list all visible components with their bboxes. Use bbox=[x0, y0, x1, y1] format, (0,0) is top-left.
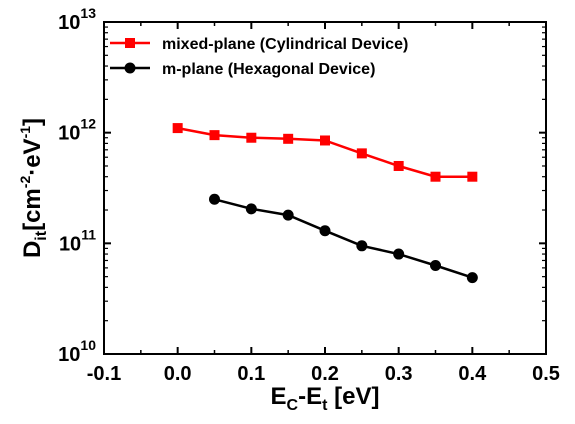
x-axis-title: EC-Et [eV] bbox=[271, 383, 380, 414]
x-tick-label: 0.4 bbox=[458, 363, 487, 385]
y-tick-label: 1012 bbox=[58, 116, 96, 145]
data-point bbox=[282, 209, 294, 221]
series-1 bbox=[172, 123, 478, 182]
legend-item-2: m-plane (Hexagonal Device) bbox=[110, 61, 375, 78]
x-axis-title-mid: -E bbox=[298, 383, 322, 410]
series-line bbox=[214, 198, 473, 279]
y-tick-label: 1011 bbox=[59, 226, 96, 255]
data-point bbox=[209, 130, 220, 141]
x-tick-label: 0.2 bbox=[311, 363, 339, 385]
legend-marker bbox=[125, 38, 135, 48]
y-axis-title-sub: it bbox=[33, 230, 50, 240]
legend-label: mixed-plane (Cylindrical Device) bbox=[162, 36, 408, 53]
tick-labels: -0.1 0.0 0.1 0.2 0.3 0.4 0.5 1010 1011 1012 1013 bbox=[58, 5, 560, 385]
x-axis-title-main: E bbox=[271, 383, 287, 410]
legend: mixed-plane (Cylindrical Device) m-plane … bbox=[110, 36, 408, 78]
legend-marker bbox=[124, 62, 136, 74]
legend-item-1: mixed-plane (Cylindrical Device) bbox=[110, 36, 408, 53]
x-tick-label: -0.1 bbox=[87, 363, 121, 385]
y-axis-title-dot: ·eV bbox=[19, 138, 46, 175]
data-point bbox=[430, 171, 441, 182]
series-2 bbox=[209, 193, 478, 284]
x-axis-title-sub1: C bbox=[287, 397, 299, 414]
data-point bbox=[320, 135, 330, 146]
data-point bbox=[245, 203, 257, 215]
data-point bbox=[319, 225, 331, 237]
data-point bbox=[356, 148, 367, 159]
data-point bbox=[393, 248, 405, 260]
data-point bbox=[430, 260, 441, 272]
x-tick-label: 0.3 bbox=[385, 363, 413, 385]
data-point bbox=[356, 240, 368, 252]
data-point bbox=[283, 133, 294, 144]
x-axis-title-sub2: t bbox=[322, 397, 328, 414]
series-layer bbox=[172, 123, 478, 284]
y-axis-title-unit-open: [cm bbox=[19, 188, 46, 231]
data-point bbox=[466, 272, 478, 284]
series-line bbox=[177, 126, 473, 178]
data-point bbox=[246, 132, 257, 143]
y-tick-label: 1013 bbox=[58, 5, 96, 34]
x-tick-label: 0.5 bbox=[532, 363, 560, 385]
y-axis-title-main: D bbox=[19, 241, 46, 258]
legend-label: m-plane (Hexagonal Device) bbox=[162, 61, 375, 78]
y-axis-title-exp1: -2 bbox=[17, 176, 33, 189]
data-point bbox=[172, 123, 183, 134]
x-tick-label: 0.1 bbox=[237, 363, 265, 385]
y-axis-title-unit-close: ] bbox=[19, 118, 46, 126]
data-point bbox=[393, 160, 404, 171]
y-tick-label: 1010 bbox=[58, 337, 96, 366]
y-axis-title: Dit[cm-2·eV-1] bbox=[17, 118, 50, 258]
data-point bbox=[209, 193, 220, 205]
x-tick-label: 0.0 bbox=[164, 363, 192, 385]
axis-ticks bbox=[103, 21, 547, 355]
x-axis-title-unit: [eV] bbox=[327, 383, 379, 410]
y-axis-title-exp2: -1 bbox=[17, 126, 33, 139]
data-point bbox=[467, 171, 478, 182]
